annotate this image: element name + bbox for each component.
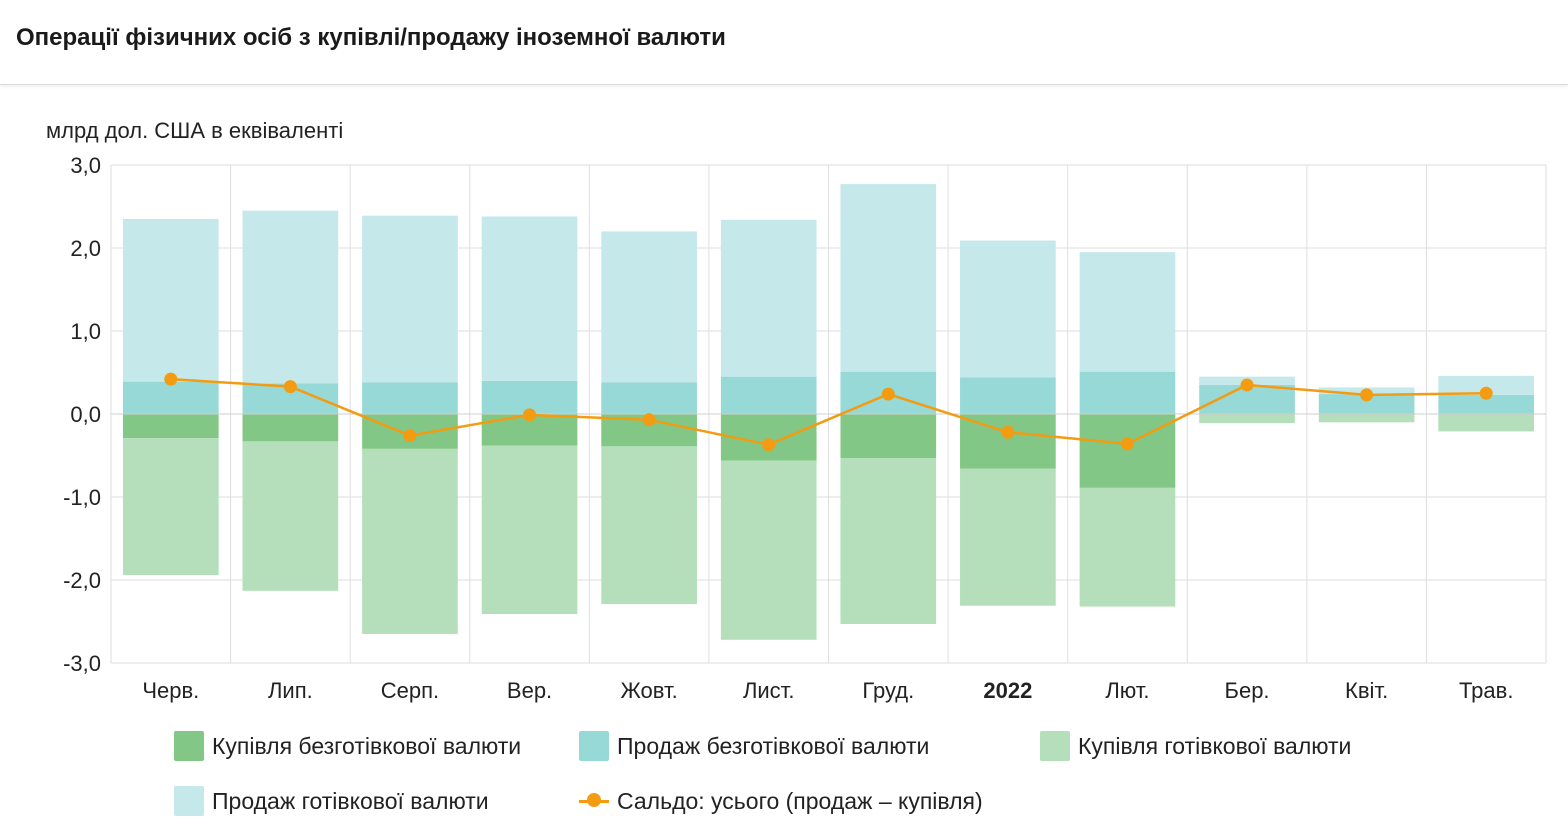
balance-point <box>1240 378 1254 392</box>
bar-cash-buy <box>362 448 458 634</box>
bar-noncash-sell <box>122 381 219 414</box>
y-tick-label: -3,0 <box>63 651 101 676</box>
x-tick-label: 2022 <box>983 678 1032 703</box>
bar-noncash-buy <box>840 414 937 458</box>
balance-point <box>1120 437 1134 451</box>
x-tick-label: Лют. <box>1105 678 1149 703</box>
chart-header: Операції фізичних осіб з купівлі/продажу… <box>0 0 1568 85</box>
bar-cash-buy <box>1199 414 1295 424</box>
balance-point <box>1360 388 1374 402</box>
bar-cash-sell <box>242 210 339 384</box>
bar-cash-buy <box>960 468 1056 606</box>
bar-cash-sell <box>122 218 219 382</box>
bar-cash-buy <box>1318 414 1415 423</box>
bar-noncash-buy <box>242 414 339 442</box>
y-tick-label: 1,0 <box>70 319 101 344</box>
bar-cash-sell <box>1079 252 1176 372</box>
bar-cash-buy <box>1079 487 1176 607</box>
bar-cash-sell <box>1438 375 1535 395</box>
bar-cash-sell <box>362 215 458 383</box>
y-tick-label: 3,0 <box>70 153 101 178</box>
bar-cash-buy <box>1438 414 1535 432</box>
x-tick-label: Трав. <box>1459 678 1513 703</box>
y-tick-label: -1,0 <box>63 485 101 510</box>
chart-title: Операції фізичних осіб з купівлі/продажу… <box>16 24 726 51</box>
balance-point <box>762 438 776 452</box>
bar-cash-sell <box>481 216 578 381</box>
bar-noncash-sell <box>960 377 1056 414</box>
balance-point <box>523 408 537 422</box>
y-tick-label: 0,0 <box>70 402 101 427</box>
bar-noncash-sell <box>362 382 458 414</box>
bar-noncash-sell <box>720 376 817 414</box>
bar-cash-buy <box>840 457 937 624</box>
bar-cash-sell <box>720 219 817 377</box>
bar-cash-sell <box>840 184 937 372</box>
balance-point <box>164 372 178 386</box>
balance-point <box>1001 425 1015 439</box>
bar-noncash-sell <box>1438 394 1535 414</box>
bar-cash-sell <box>960 240 1056 378</box>
balance-line <box>170 377 1487 447</box>
y-axis-unit-label: млрд дол. США в еквіваленті <box>46 118 344 143</box>
bar-cash-buy <box>242 441 339 591</box>
x-tick-label: Груд. <box>862 678 914 703</box>
x-tick-label: Лип. <box>268 678 313 703</box>
bar-noncash-buy <box>122 414 219 439</box>
x-tick-label: Жовт. <box>620 678 677 703</box>
y-tick-label: 2,0 <box>70 236 101 261</box>
bar-cash-buy <box>601 446 697 605</box>
bar-cash-buy <box>481 445 578 615</box>
bar-cash-buy <box>122 438 219 576</box>
bar-cash-sell <box>601 231 697 383</box>
x-tick-label: Черв. <box>142 678 199 703</box>
x-tick-label: Вер. <box>507 678 552 703</box>
balance-point <box>881 387 895 401</box>
balance-point <box>283 380 297 394</box>
x-tick-label: Бер. <box>1225 678 1270 703</box>
balance-point <box>1479 386 1493 400</box>
x-tick-label: Серп. <box>381 678 439 703</box>
balance-point <box>642 413 656 427</box>
bar-noncash-sell <box>1079 371 1176 414</box>
balance-point <box>403 429 417 443</box>
y-tick-label: -2,0 <box>63 568 101 593</box>
bar-noncash-sell <box>1318 394 1415 414</box>
bar-noncash-sell <box>601 382 697 414</box>
x-tick-label: Квіт. <box>1345 678 1388 703</box>
x-tick-label: Лист. <box>743 678 794 703</box>
bar-noncash-buy <box>1079 414 1176 488</box>
bar-cash-buy <box>720 460 817 640</box>
